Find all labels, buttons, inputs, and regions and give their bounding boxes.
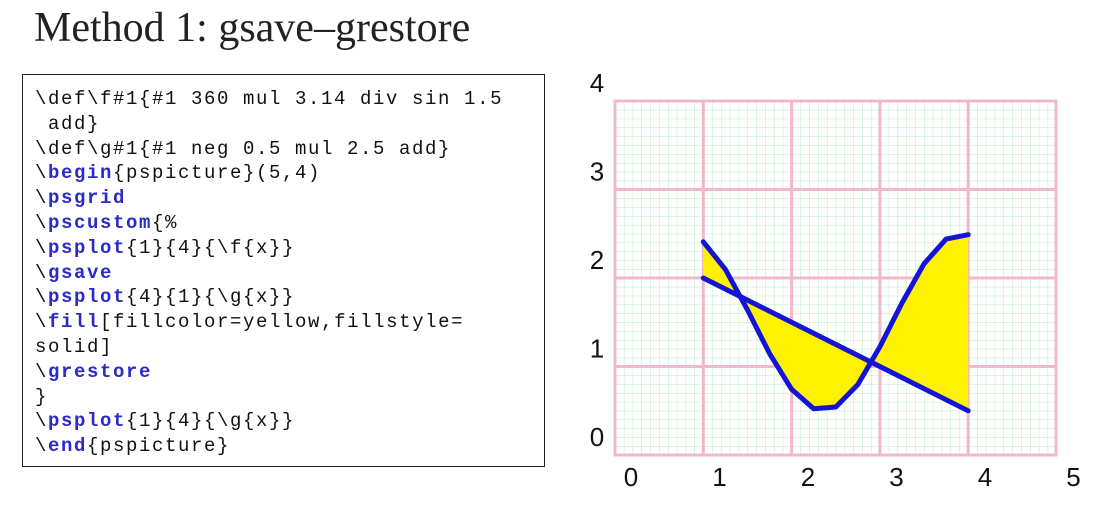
code-text: \: [35, 410, 49, 433]
sine-curve: [700, 232, 971, 412]
code-line: }: [35, 385, 544, 410]
code-text: solid]: [35, 335, 114, 358]
code-line: \def\f#1{#1 360 mul 3.14 div sin 1.5: [35, 87, 544, 112]
code-text: [fillcolor=yellow,fillstyle=: [100, 311, 465, 334]
code-keyword: begin: [48, 162, 114, 185]
code-line: \psplot{1}{4}{\g{x}}: [35, 409, 544, 434]
code-line: \pscustom{%: [35, 211, 544, 236]
code-keyword: psplot: [48, 410, 127, 433]
code-line: \psplot{1}{4}{\f{x}}: [35, 236, 544, 261]
x-label: 0: [624, 462, 638, 492]
code-text: {%: [152, 211, 179, 234]
code-keyword: end: [48, 435, 88, 458]
y-label: 1: [590, 334, 604, 364]
code-text: {pspicture}: [87, 435, 231, 458]
code-text: \: [35, 211, 49, 234]
code-text: \: [35, 435, 49, 458]
code-line: \psgrid: [35, 186, 544, 211]
code-keyword: psplot: [48, 236, 127, 259]
slide-title: Method 1: gsave–grestore: [34, 5, 471, 51]
code-text: {1}{4}{\f{x}}: [126, 236, 296, 259]
code-keyword: fill: [48, 311, 101, 334]
code-keyword: pscustom: [48, 211, 153, 234]
code-text: {1}{4}{\g{x}}: [126, 410, 296, 433]
code-line: add}: [35, 112, 544, 137]
code-text: \: [35, 261, 49, 284]
code-line: solid]: [35, 335, 544, 360]
code-text: {4}{1}{\g{x}}: [126, 286, 296, 309]
code-text: \: [35, 360, 49, 383]
code-keyword: psplot: [48, 286, 127, 309]
code-text: }: [35, 385, 49, 408]
code-text: {pspicture}(5,4): [113, 162, 322, 185]
code-text: add}: [35, 112, 101, 135]
code-text: \def\g#1{#1 neg 0.5 mul 2.5 add}: [35, 137, 452, 160]
code-text: \: [35, 187, 49, 210]
code-keyword: grestore: [48, 360, 153, 383]
code-keyword: gsave: [48, 261, 114, 284]
y-label: 3: [590, 157, 604, 187]
code-text: \def\f#1{#1 360 mul 3.14 div sin 1.5: [35, 88, 504, 110]
x-label: 1: [712, 462, 726, 492]
y-label: 2: [590, 245, 604, 275]
line-curve: [700, 275, 971, 414]
x-label: 3: [889, 462, 903, 492]
code-keyword: psgrid: [48, 187, 127, 210]
code-text: \: [35, 286, 49, 309]
code-text: \: [35, 162, 49, 185]
code-line: \begin{pspicture}(5,4): [35, 161, 544, 186]
y-label: 0: [590, 422, 604, 452]
code-box: \def\f#1{#1 360 mul 3.14 div sin 1.5 add…: [22, 74, 545, 467]
code-text: \: [35, 311, 49, 334]
y-label: 4: [590, 68, 604, 98]
code-line: \grestore: [35, 360, 544, 385]
x-label: 4: [978, 462, 992, 492]
code-line: \def\g#1{#1 neg 0.5 mul 2.5 add}: [35, 137, 544, 162]
code-line: \fill[fillcolor=yellow,fillstyle=: [35, 310, 544, 335]
code-text: \: [35, 236, 49, 259]
x-label: 2: [801, 462, 815, 492]
x-label: 5: [1066, 462, 1080, 492]
code-line: \psplot{4}{1}{\g{x}}: [35, 285, 544, 310]
filled-region: [703, 234, 969, 411]
code-line: \gsave: [35, 261, 544, 286]
code-line: \end{pspicture}: [35, 434, 544, 459]
